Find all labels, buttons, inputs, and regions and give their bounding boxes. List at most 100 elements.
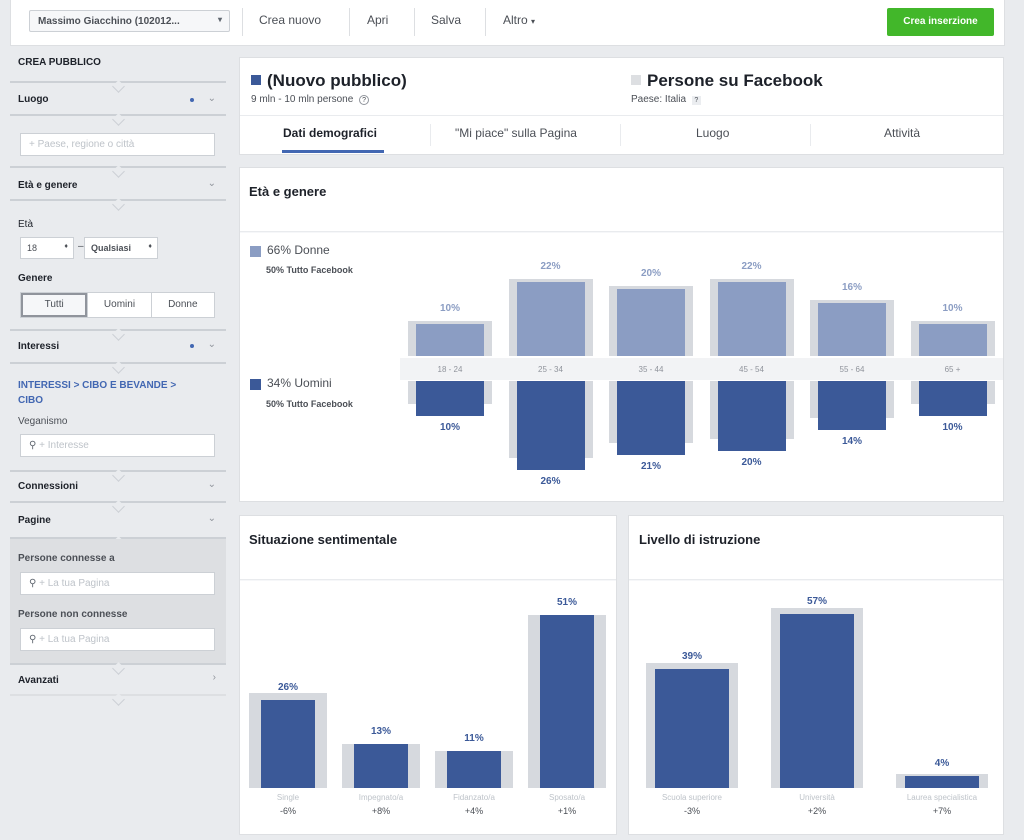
toolbar-divider xyxy=(485,8,486,36)
not-connected-page-input[interactable]: ⚲ + La tua Pagina xyxy=(20,628,215,651)
facebook-country: Paese: Italia ? xyxy=(631,94,701,105)
age-from-select[interactable]: 18 ♦ xyxy=(20,237,74,259)
men-bar xyxy=(516,381,585,471)
more-menu[interactable]: Altro ▾ xyxy=(503,10,535,34)
women-bar xyxy=(416,324,484,356)
delta-label: +4% xyxy=(464,806,484,816)
age-to-value: Qualsiasi xyxy=(91,243,132,253)
info-dot-icon xyxy=(190,98,194,102)
women-pct-label: 10% xyxy=(439,303,460,314)
age-category-label: 18 - 24 xyxy=(437,365,463,374)
section-divider xyxy=(10,470,226,472)
location-input[interactable]: + Paese, regione o città xyxy=(20,133,215,156)
chevron-down-icon[interactable]: ⌄ xyxy=(207,93,216,104)
toolbar-divider xyxy=(414,8,415,36)
tab-divider xyxy=(430,124,431,146)
advanced-section-header[interactable]: Avanzati xyxy=(18,675,59,686)
age-axis-strip xyxy=(400,358,1003,380)
category-label: Fidanzato/a xyxy=(453,793,495,802)
category-label: Scuola superiore xyxy=(661,793,723,802)
create-new-button[interactable]: Crea nuovo xyxy=(259,13,322,27)
men-pct-label: 26% xyxy=(540,476,561,488)
account-selector[interactable]: Massimo Giacchino (102012... ▾ xyxy=(29,10,230,32)
toolbar-divider xyxy=(349,8,350,36)
interest-search-input[interactable]: ⚲ + Interesse xyxy=(20,434,215,457)
chevron-down-icon[interactable]: ⌄ xyxy=(207,339,216,350)
pages-section-header[interactable]: Pagine xyxy=(18,515,51,526)
tab-page-likes[interactable]: "Mi piace" sulla Pagina xyxy=(455,126,577,140)
plus-icon: + xyxy=(39,440,48,451)
location-section-header[interactable]: Luogo xyxy=(18,94,218,105)
age-to-select[interactable]: Qualsiasi ♦ xyxy=(84,237,158,259)
top-toolbar: Massimo Giacchino (102012... ▾ Crea nuov… xyxy=(10,0,1005,46)
tab-divider xyxy=(810,124,811,146)
delta-label: +8% xyxy=(371,806,391,816)
interests-section-header[interactable]: Interessi xyxy=(18,341,60,352)
pct-label: 51% xyxy=(556,596,577,608)
pct-label: 13% xyxy=(370,725,391,737)
card-header xyxy=(240,168,1003,232)
interest-placeholder: Interesse xyxy=(47,440,89,451)
category-label: Single xyxy=(276,793,300,802)
search-icon: ⚲ xyxy=(29,634,40,645)
tab-demographics[interactable]: Dati demografici xyxy=(283,126,378,140)
create-ad-button[interactable]: Crea inserzione xyxy=(887,8,994,36)
connections-section-header[interactable]: Connessioni xyxy=(18,481,79,492)
plus-icon: + xyxy=(29,139,38,150)
pct-label: 57% xyxy=(806,596,827,608)
info-icon[interactable]: ? xyxy=(691,96,701,105)
card-title: Livello di istruzione xyxy=(639,532,761,547)
info-icon[interactable]: ? xyxy=(359,95,370,105)
open-button[interactable]: Apri xyxy=(367,13,389,27)
search-icon: ⚲ xyxy=(29,578,40,589)
section-divider xyxy=(10,362,226,364)
section-divider xyxy=(10,663,226,665)
tab-activity[interactable]: Attività xyxy=(884,126,921,140)
value-bar xyxy=(447,750,501,788)
men-bar xyxy=(818,381,886,430)
age-category-label: 65 + xyxy=(944,365,961,374)
category-label: Università xyxy=(799,793,835,802)
men-legend-sub: 50% Tutto Facebook xyxy=(266,399,353,409)
section-divider xyxy=(10,537,226,539)
save-button[interactable]: Salva xyxy=(431,13,462,27)
location-placeholder: Paese, regione o città xyxy=(37,139,135,150)
women-bar xyxy=(918,324,987,356)
category-label: Sposato/a xyxy=(548,793,586,802)
gender-option-all[interactable]: Tutti xyxy=(21,293,88,317)
value-bar xyxy=(354,743,408,788)
age-category-label: 35 - 44 xyxy=(638,365,664,374)
selected-interest: Veganismo xyxy=(18,416,68,427)
gender-option-men[interactable]: Uomini xyxy=(87,293,150,317)
women-legend: 66% Donne xyxy=(267,243,330,257)
value-bar xyxy=(780,614,854,788)
age-category-label: 55 - 64 xyxy=(839,365,865,374)
category-label: Laurea specialistica xyxy=(906,793,978,802)
connected-page-input[interactable]: ⚲ + La tua Pagina xyxy=(20,572,215,595)
age-gender-section-header[interactable]: Età e genere xyxy=(18,180,78,191)
delta-label: -3% xyxy=(683,806,700,816)
gender-option-women[interactable]: Donne xyxy=(150,293,214,317)
facebook-audience-title: Persone su Facebook xyxy=(631,71,823,91)
age-category-label: 25 - 34 xyxy=(538,365,563,374)
women-bar xyxy=(717,282,786,356)
men-legend-swatch xyxy=(250,379,261,390)
value-bar xyxy=(540,614,594,788)
gender-label: Genere xyxy=(18,273,53,284)
facebook-color-swatch xyxy=(631,75,641,85)
interest-breadcrumb[interactable]: INTERESSI > CIBO E BEVANDE > CIBO xyxy=(18,380,177,406)
account-name: Massimo Giacchino (102012... xyxy=(38,16,180,27)
chevron-right-icon[interactable]: › xyxy=(212,672,216,683)
delta-label: +1% xyxy=(557,806,577,816)
card-title: Età e genere xyxy=(249,184,327,199)
women-bar xyxy=(617,289,685,356)
tab-location[interactable]: Luogo xyxy=(696,126,730,140)
section-divider xyxy=(10,166,226,168)
chevron-down-icon[interactable]: ⌄ xyxy=(207,178,216,189)
chevron-down-icon[interactable]: ⌄ xyxy=(207,513,216,524)
chevron-down-icon[interactable]: ⌄ xyxy=(207,479,216,490)
section-divider xyxy=(10,81,226,83)
men-legend: 34% Uomini xyxy=(267,376,332,390)
card-header xyxy=(629,516,1003,580)
location-label: Luogo xyxy=(18,94,49,105)
